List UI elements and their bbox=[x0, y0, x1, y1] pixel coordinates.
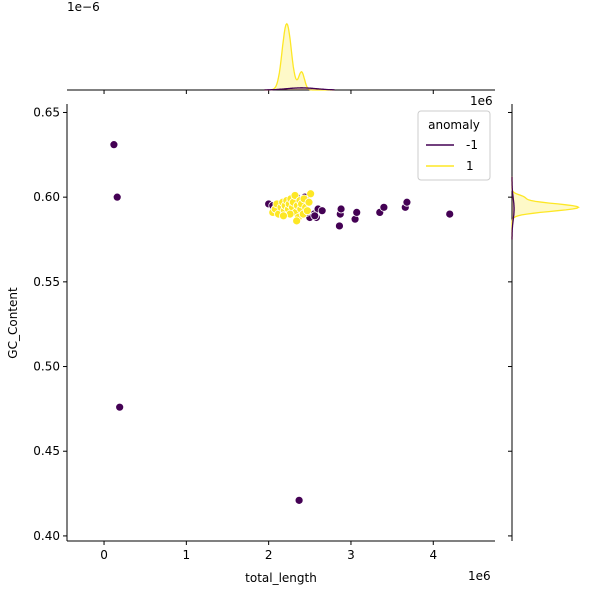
right-marginal-offset-label: 1e6 bbox=[470, 94, 493, 108]
scatter-point-pos1 bbox=[304, 197, 314, 207]
scatter-point-neg1 bbox=[310, 211, 320, 221]
x-axis-offset-label: 1e6 bbox=[468, 569, 491, 583]
scatter-point-neg1 bbox=[352, 208, 362, 217]
top-density-line-pos1 bbox=[264, 22, 335, 91]
top-density-line-neg1 bbox=[264, 87, 335, 91]
y-tick-label: 0.45 bbox=[33, 444, 60, 458]
scatter-point-pos1 bbox=[306, 189, 316, 199]
legend-label-pos1: 1 bbox=[466, 159, 474, 173]
scatter-point-pos1 bbox=[279, 211, 288, 221]
x-tick-label: 0 bbox=[100, 548, 108, 562]
main-axes: 0 1 2 3 4 0.40 0.45 0.50 0.55 0.60 0.65 bbox=[33, 104, 495, 562]
top-marginal-offset-label: 1e−6 bbox=[67, 0, 100, 14]
top-density-fill-pos1 bbox=[264, 23, 335, 90]
scatter-point-neg1 bbox=[112, 192, 122, 202]
scatter-point-neg1 bbox=[336, 204, 346, 214]
scatter-point-neg1 bbox=[379, 202, 389, 212]
y-axis-label: GC_Content bbox=[6, 287, 20, 359]
x-axis-label: total_length bbox=[245, 571, 317, 585]
x-tick-label: 3 bbox=[347, 548, 355, 562]
legend-title: anomaly bbox=[428, 118, 480, 132]
right-density-line-neg1 bbox=[511, 176, 515, 240]
scatter-point-neg1 bbox=[109, 140, 119, 150]
scatter-point-pos1 bbox=[292, 216, 302, 226]
y-tick-label: 0.60 bbox=[33, 190, 60, 204]
scatter-points bbox=[109, 140, 455, 505]
right-density-fill-pos1 bbox=[512, 176, 579, 240]
y-tick-label: 0.40 bbox=[33, 529, 60, 543]
scatter-point-neg1 bbox=[317, 206, 327, 216]
scatter-point-neg1 bbox=[335, 221, 344, 231]
scatter-point-pos1 bbox=[302, 206, 312, 216]
scatter-point-neg1 bbox=[294, 495, 304, 505]
legend-label-neg1: -1 bbox=[466, 138, 478, 152]
x-tick-label: 2 bbox=[265, 548, 273, 562]
x-tick-label: 4 bbox=[429, 548, 437, 562]
scatter-point-neg1 bbox=[402, 197, 412, 207]
y-tick-label: 0.65 bbox=[33, 105, 60, 119]
y-tick-label: 0.50 bbox=[33, 360, 60, 374]
legend: anomaly -1 1 bbox=[417, 110, 491, 181]
right-marginal-density bbox=[508, 104, 580, 541]
scatter-point-neg1 bbox=[445, 209, 455, 219]
scatter-point-neg1 bbox=[115, 402, 125, 412]
top-marginal-density bbox=[67, 22, 495, 94]
y-tick-label: 0.55 bbox=[33, 275, 60, 289]
x-tick-label: 1 bbox=[183, 548, 191, 562]
